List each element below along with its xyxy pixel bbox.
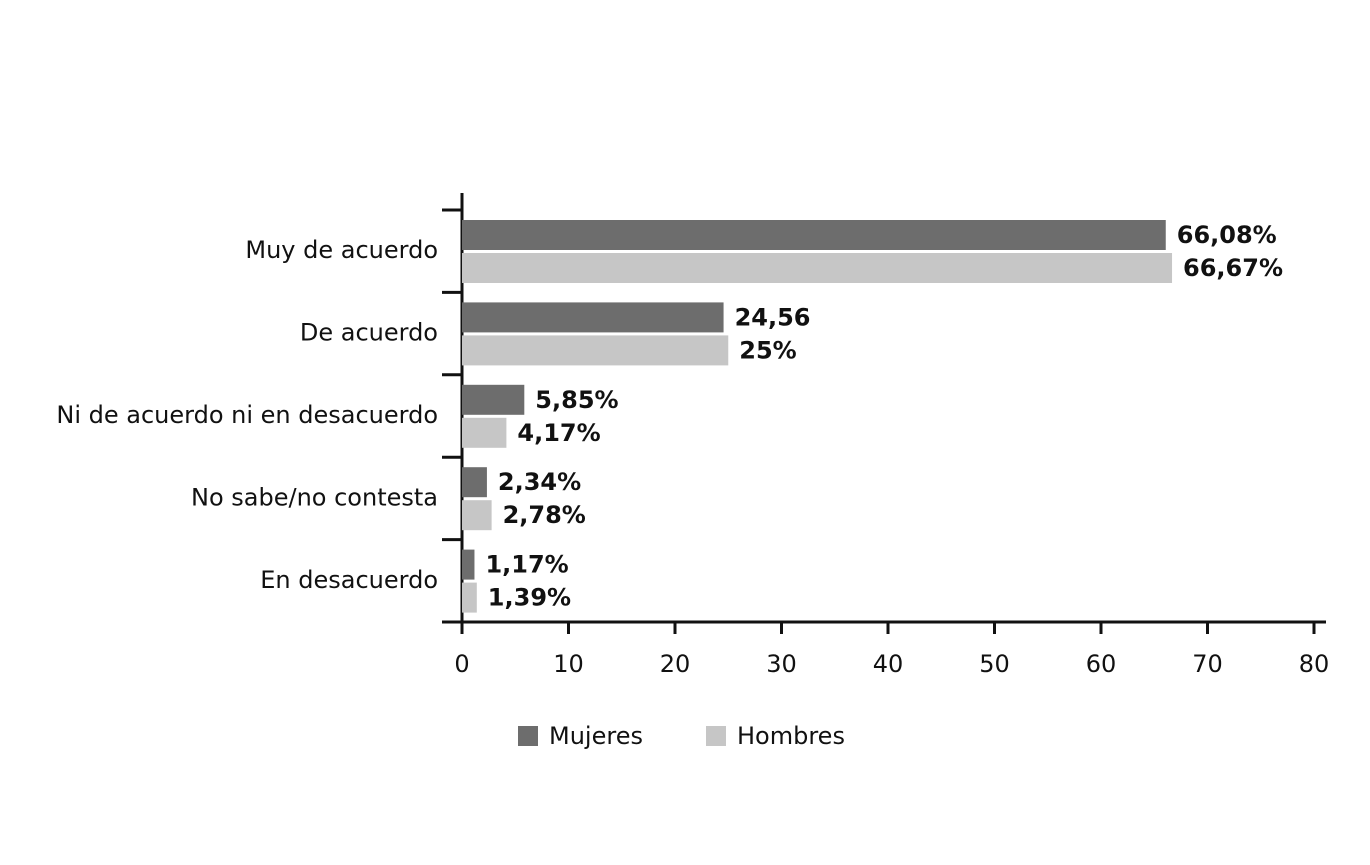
bar: [462, 220, 1166, 250]
x-tick-label: 50: [979, 650, 1010, 678]
x-tick-label: 20: [660, 650, 691, 678]
legend-swatch: [518, 726, 538, 746]
bar: [462, 582, 477, 613]
legend-label: Hombres: [737, 722, 845, 750]
bar: [462, 384, 525, 415]
category-label: De acuerdo: [300, 319, 438, 347]
x-tick-label: 60: [1086, 650, 1117, 678]
value-label: 5,85%: [535, 386, 618, 414]
bar: [462, 417, 507, 448]
category-label: Ni de acuerdo ni en desacuerdo: [56, 401, 438, 429]
value-label: 24,56: [735, 303, 811, 331]
x-tick-label: 10: [553, 650, 584, 678]
x-tick-label: 30: [766, 650, 797, 678]
legend-label: Mujeres: [549, 722, 643, 750]
value-label: 66,67%: [1183, 254, 1283, 282]
bar: [462, 302, 724, 333]
category-label: En desacuerdo: [260, 566, 438, 594]
bar: [462, 467, 487, 498]
x-tick-label: 0: [454, 650, 469, 678]
value-label: 1,39%: [488, 584, 571, 612]
bar: [462, 500, 492, 531]
bar: [462, 549, 475, 580]
category-label: Muy de acuerdo: [245, 236, 438, 264]
value-label: 2,78%: [503, 501, 586, 529]
value-label: 2,34%: [498, 468, 581, 496]
x-tick-label: 40: [873, 650, 904, 678]
value-label: 1,17%: [485, 551, 568, 579]
value-label: 4,17%: [517, 419, 600, 447]
value-label: 25%: [739, 336, 796, 364]
bar: [462, 253, 1173, 283]
bar: [462, 335, 729, 366]
x-tick-label: 70: [1192, 650, 1223, 678]
legend-swatch: [706, 726, 726, 746]
value-label: 66,08%: [1177, 221, 1277, 249]
category-label: No sabe/no contesta: [191, 483, 438, 511]
x-tick-label: 80: [1299, 650, 1330, 678]
